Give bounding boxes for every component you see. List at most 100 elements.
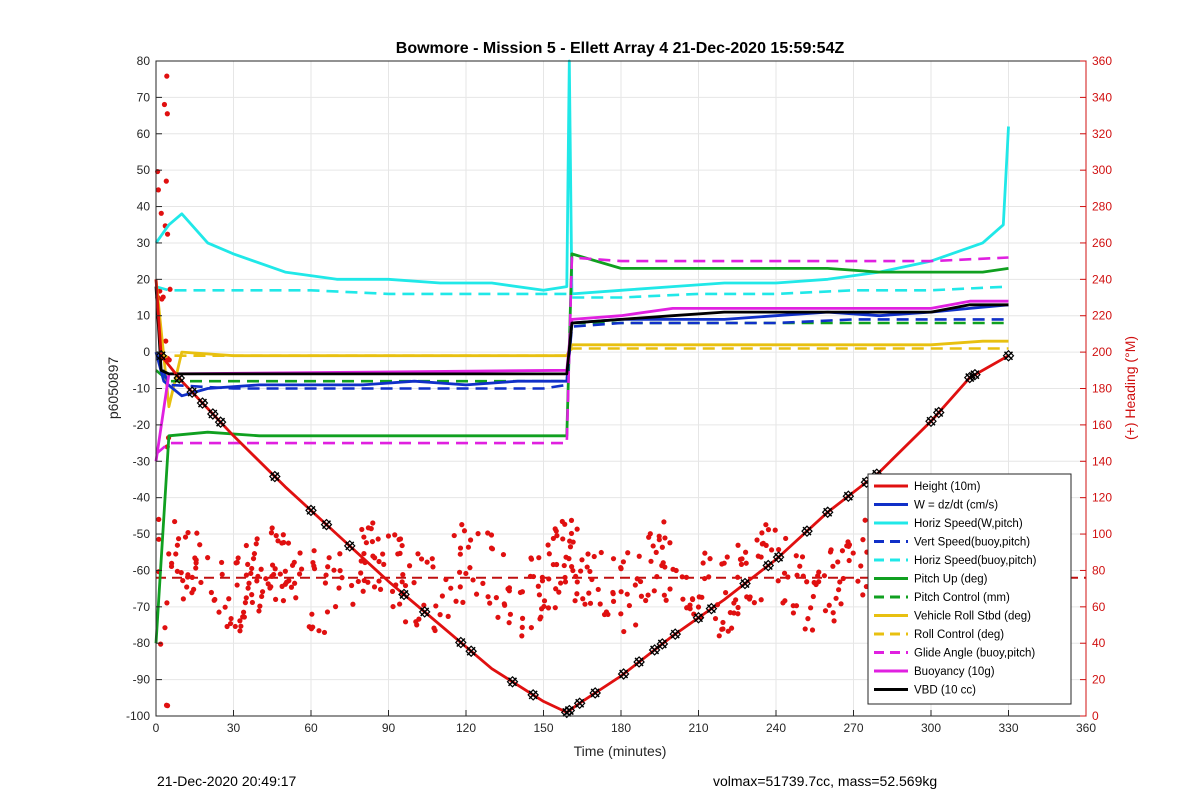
- y-tick-label-left: 60: [137, 127, 151, 141]
- heading-point: [310, 559, 316, 566]
- heading-point: [156, 516, 162, 522]
- heading-point: [457, 584, 463, 590]
- y-tick-label-left: 0: [143, 345, 150, 359]
- heading-point: [182, 534, 189, 540]
- heading-point: [775, 578, 781, 584]
- heading-point: [621, 628, 627, 635]
- heading-point: [197, 542, 203, 548]
- heading-point: [254, 578, 260, 584]
- heading-point: [361, 534, 367, 540]
- heading-point: [467, 537, 474, 543]
- heading-point: [296, 571, 303, 577]
- heading-point: [493, 595, 499, 601]
- heading-point: [448, 585, 454, 591]
- heading-point: [311, 566, 318, 572]
- heading-point: [720, 619, 726, 626]
- heading-point: [184, 584, 190, 590]
- heading-point: [162, 625, 168, 631]
- heading-point: [758, 597, 764, 603]
- chart: 0 30 60 90 120 150 180 210 240 270 300 330 360-100-9…: [105, 40, 1138, 759]
- heading-point: [562, 521, 568, 527]
- heading-point: [205, 555, 211, 561]
- heading-point: [527, 573, 534, 579]
- heading-point: [392, 532, 398, 538]
- heading-point: [233, 560, 239, 566]
- heading-point: [467, 565, 473, 571]
- y-tick-label-right: 360: [1092, 54, 1112, 68]
- heading-point: [735, 574, 741, 580]
- y-tick-label-right: 260: [1092, 236, 1112, 250]
- series-line: [154, 318, 1009, 390]
- heading-point: [437, 612, 443, 618]
- heading-point: [790, 610, 797, 616]
- heading-point: [257, 603, 263, 609]
- heading-point: [439, 593, 445, 599]
- heading-point: [816, 579, 822, 585]
- footer-timestamp: 21-Dec-2020 20:49:17: [157, 773, 297, 789]
- heading-point: [539, 574, 545, 580]
- height-marker-diamond: [155, 349, 168, 362]
- heading-point: [399, 579, 405, 585]
- heading-point: [546, 551, 552, 557]
- heading-point: [595, 586, 601, 593]
- y-tick-label-left: -80: [133, 636, 151, 650]
- heading-point: [586, 590, 592, 596]
- x-tick-label: 240: [766, 721, 786, 735]
- height-marker-diamond: [762, 559, 775, 572]
- series-line: [155, 256, 1009, 455]
- y-axis-label-left: p6050897: [105, 357, 121, 420]
- heading-point: [650, 543, 656, 549]
- heading-point: [578, 568, 584, 574]
- heading-point: [846, 543, 852, 549]
- heading-point: [568, 530, 575, 537]
- heading-point: [755, 553, 761, 559]
- heading-point: [667, 540, 673, 546]
- y-tick-label-left: 30: [137, 236, 151, 250]
- legend-entry: Pitch Up (deg): [914, 574, 988, 586]
- heading-point: [808, 605, 814, 611]
- heading-point: [402, 582, 409, 589]
- heading-point: [528, 624, 534, 631]
- heading-point: [185, 530, 191, 536]
- heading-point: [191, 586, 197, 592]
- heading-point: [500, 551, 507, 558]
- heading-point: [562, 574, 568, 581]
- heading-point: [751, 600, 757, 606]
- heading-point: [562, 579, 569, 585]
- heading-point: [279, 583, 285, 589]
- heading-point: [860, 537, 866, 543]
- heading-point: [830, 563, 836, 569]
- heading-point: [800, 573, 806, 579]
- heading-point: [332, 604, 339, 610]
- y-tick-label-right: 220: [1092, 309, 1112, 323]
- heading-point: [860, 592, 866, 598]
- heading-point: [601, 611, 608, 618]
- heading-point: [539, 606, 545, 612]
- heading-point: [746, 596, 753, 602]
- heading-point: [258, 566, 264, 572]
- heading-point: [164, 231, 171, 237]
- legend-entry: Horiz Speed(W,pitch): [914, 518, 1023, 530]
- heading-point: [722, 590, 729, 596]
- heading-point: [292, 580, 298, 586]
- heading-point: [399, 542, 405, 549]
- heading-point: [350, 601, 356, 607]
- heading-point: [763, 542, 769, 548]
- height-marker-diamond: [398, 588, 410, 601]
- heading-point: [415, 551, 421, 557]
- heading-point: [249, 592, 255, 598]
- heading-point: [487, 600, 493, 606]
- heading-point: [507, 611, 514, 617]
- heading-point: [268, 584, 274, 590]
- heading-point: [268, 530, 275, 536]
- height-marker-diamond: [465, 645, 478, 658]
- heading-point: [810, 593, 816, 600]
- heading-point: [570, 539, 576, 545]
- heading-point: [580, 596, 586, 602]
- heading-point: [331, 567, 337, 573]
- legend-entry: Horiz Speed(buoy,pitch): [914, 555, 1037, 567]
- y-tick-label-left: -100: [126, 709, 150, 723]
- height-marker-diamond: [772, 551, 785, 564]
- heading-point: [269, 525, 275, 531]
- heading-point: [240, 609, 247, 615]
